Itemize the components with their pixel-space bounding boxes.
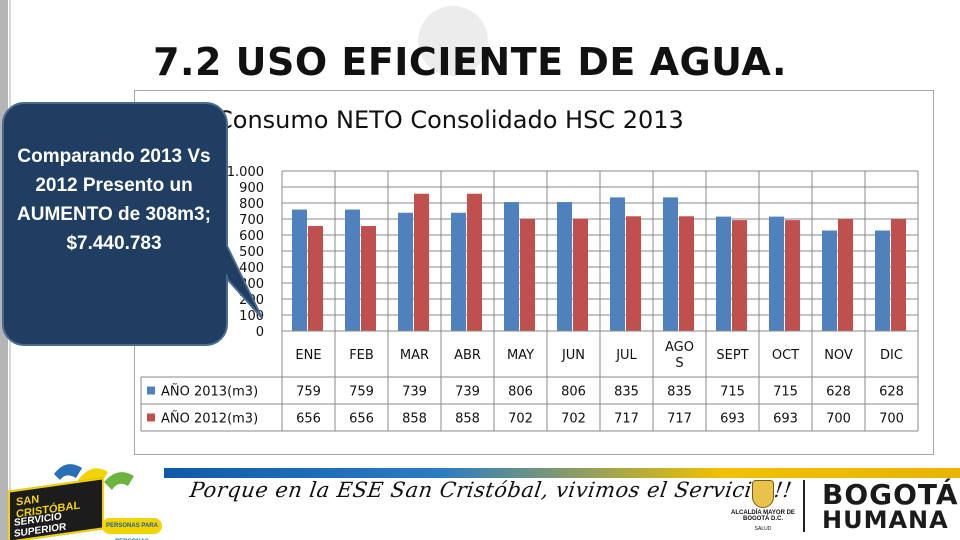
data-label: 739 [455,385,480,400]
seal-line-1: ALCALDÍA MAYOR DE BOGOTÁ D.C. [731,510,795,522]
bar-2013-feb [345,209,360,331]
x-tick-label: SEPT [716,348,748,363]
data-label: 693 [720,412,745,427]
brand-line-1: BOGOTÁ [822,478,959,511]
bar-2013-mar [398,212,413,331]
x-tick-label: AGO [665,340,694,355]
bar-2013-agos [663,197,678,331]
data-label: 715 [773,385,798,400]
data-label: 717 [614,412,639,427]
x-tick-label: NOV [824,348,853,363]
bar-2012-nov [838,219,853,331]
legend-entry: AÑO 2012(m3) [161,411,258,427]
bar-2013-sept [716,216,731,331]
legend-entry: AÑO 2013(m3) [161,384,258,400]
watermark-logo [418,6,488,76]
footer-slogan: Porque en la ESE San Cristóbal, vivimos … [188,478,794,502]
bar-2012-abr [467,193,482,331]
bar-2012-sept [732,220,747,331]
data-label: 858 [402,412,427,427]
data-label: 628 [826,385,851,400]
alcaldia-seal: ALCALDÍA MAYOR DE BOGOTÁ D.C. SALUD [730,478,796,538]
data-label: 656 [349,412,374,427]
y-tick-label: 500 [239,245,264,260]
bar-2012-ene [308,226,323,331]
x-tick-label: DIC [880,348,903,363]
data-label: 858 [455,412,480,427]
bogota-humana-logo: BOGOTÁ HUMANA [822,478,958,534]
bar-2012-jun [573,218,588,331]
x-tick-label: S [675,356,683,371]
y-tick-label: 0 [256,325,264,340]
bar-2012-dic [891,219,906,331]
san-cristobal-logo: SAN CRISTÓBAL SERVICIO SUPERIOR PERSONAS… [4,452,162,540]
slide-title: 7.2 USO EFICIENTE DE AGUA. [153,40,787,84]
bar-2012-agos [679,216,694,331]
bar-2012-jul [626,216,641,331]
y-tick-label: 400 [239,261,264,276]
data-label: 806 [561,385,586,400]
logo-sign: SAN CRISTÓBAL SERVICIO SUPERIOR [8,477,104,540]
bar-2013-abr [451,212,466,331]
x-tick-label: JUL [615,348,637,363]
bar-2013-nov [822,230,837,331]
x-tick-label: ENE [295,348,321,363]
data-label: 702 [561,412,586,427]
y-tick-label: 1.000 [227,165,264,180]
data-label: 717 [667,412,692,427]
callout-text: Comparando 2013 Vs 2012 Presento un AUME… [17,146,211,254]
bar-2013-dic [875,230,890,331]
footer-divider [803,480,805,532]
y-tick-label: 800 [239,197,264,212]
legend-swatch-2013 [147,386,155,395]
x-tick-label: MAR [400,348,429,363]
y-tick-label: 600 [239,229,264,244]
y-tick-label: 700 [239,213,264,228]
data-label: 656 [296,412,321,427]
callout-box [2,102,228,346]
bar-2012-mar [414,193,429,331]
data-label: 835 [614,385,639,400]
bar-2013-ene [292,209,307,331]
bar-2013-jun [557,202,572,331]
x-tick-label: OCT [772,348,799,363]
legend-swatch-2012 [147,413,155,422]
chart-title: Consumo NETO Consolidado HSC 2013 [216,106,684,134]
x-tick-label: JUN [561,348,585,363]
data-label: 693 [773,412,798,427]
callout-tail-cover [200,242,258,312]
bar-2012-may [520,218,535,331]
y-tick-label: 900 [239,181,264,196]
data-label: 702 [508,412,533,427]
bar-2013-oct [769,216,784,331]
seal-line-2: SALUD [754,526,772,532]
bar-2012-feb [361,226,376,331]
x-tick-label: ABR [454,348,481,363]
coat-of-arms-icon [752,480,774,508]
bar-2013-may [504,202,519,331]
data-label: 628 [879,385,904,400]
data-label: 759 [296,385,321,400]
logo-tagline: PERSONAS PARA PERSONAS [102,518,162,540]
footer-color-band [164,468,960,478]
data-label: 739 [402,385,427,400]
data-label: 806 [508,385,533,400]
x-tick-label: MAY [507,348,534,363]
bar-2013-jul [610,197,625,331]
brand-line-2: HUMANA [822,506,949,534]
bar-2012-oct [785,220,800,331]
x-tick-label: FEB [349,348,374,363]
data-label: 835 [667,385,692,400]
data-label: 759 [349,385,374,400]
data-label: 700 [826,412,851,427]
data-label: 700 [879,412,904,427]
data-label: 715 [720,385,745,400]
